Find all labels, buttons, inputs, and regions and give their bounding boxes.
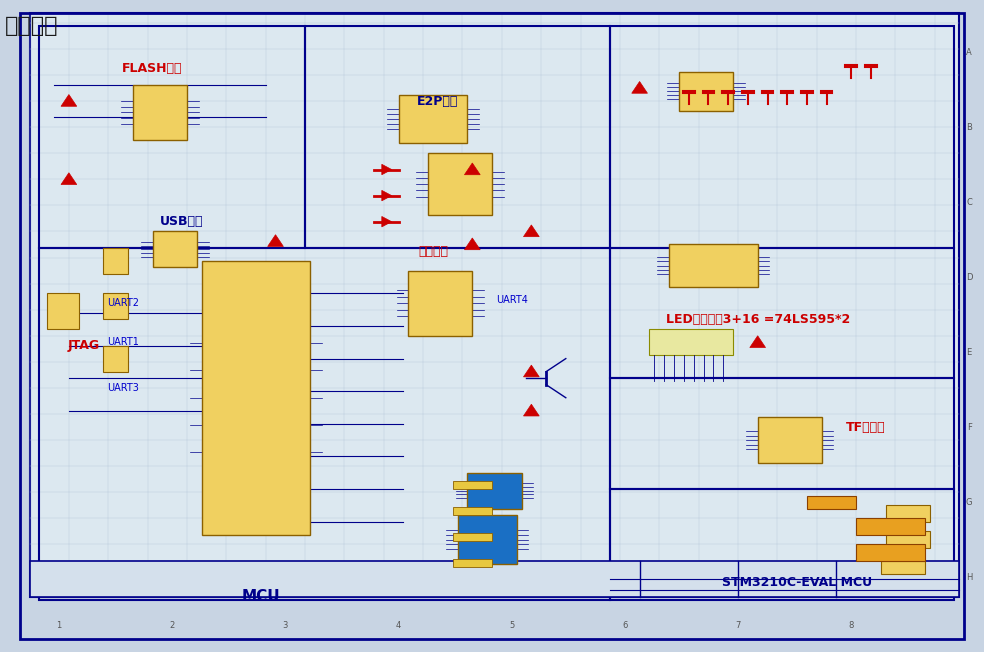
Text: UART1: UART1	[107, 337, 139, 348]
Polygon shape	[382, 164, 392, 175]
Bar	[807, 496, 856, 509]
Bar	[305, 26, 610, 248]
Text: UART3: UART3	[107, 383, 139, 393]
Bar	[408, 271, 472, 336]
Bar	[428, 153, 492, 215]
Polygon shape	[632, 82, 647, 93]
Bar	[103, 248, 128, 274]
Text: LED状态指示3+16 =74LS595*2: LED状态指示3+16 =74LS595*2	[665, 313, 850, 326]
Text: UART2: UART2	[107, 298, 139, 308]
Polygon shape	[61, 95, 77, 106]
Polygon shape	[523, 225, 539, 237]
Bar	[679, 72, 733, 111]
Text: UART4: UART4	[496, 295, 527, 305]
Bar	[39, 26, 305, 248]
Bar	[47, 293, 79, 329]
Bar	[453, 507, 492, 515]
Bar	[610, 26, 954, 248]
Text: MCU: MCU	[241, 589, 280, 604]
Bar	[610, 248, 954, 378]
Text: 2: 2	[169, 621, 175, 630]
Bar	[881, 561, 925, 574]
Polygon shape	[464, 163, 480, 175]
Polygon shape	[382, 216, 392, 227]
Text: 8: 8	[848, 621, 854, 630]
Text: 5: 5	[509, 621, 515, 630]
Text: C: C	[966, 198, 972, 207]
Bar	[886, 505, 930, 522]
Bar	[453, 533, 492, 541]
Text: 小辰素材: 小辰素材	[5, 16, 58, 37]
Polygon shape	[382, 190, 392, 201]
Text: USB电路: USB电路	[160, 215, 204, 228]
Text: 4: 4	[396, 621, 401, 630]
Text: E: E	[966, 348, 972, 357]
Bar	[649, 329, 733, 355]
Bar	[856, 518, 925, 535]
Polygon shape	[750, 336, 766, 348]
Bar	[453, 559, 492, 567]
Polygon shape	[61, 173, 77, 185]
Polygon shape	[523, 365, 539, 377]
Text: 6: 6	[622, 621, 628, 630]
Text: E2P电路: E2P电路	[417, 95, 459, 108]
Text: G: G	[966, 497, 972, 507]
Polygon shape	[464, 238, 480, 250]
Text: 3: 3	[282, 621, 288, 630]
Bar	[133, 85, 187, 140]
Bar	[758, 417, 822, 463]
Bar	[30, 561, 959, 597]
Bar	[886, 531, 930, 548]
Bar	[399, 95, 467, 143]
Bar	[458, 515, 517, 564]
Text: F: F	[967, 422, 971, 432]
Bar	[153, 231, 197, 267]
Bar	[610, 378, 954, 489]
Polygon shape	[523, 404, 539, 416]
Text: 7: 7	[735, 621, 741, 630]
Bar	[669, 244, 758, 287]
Bar	[103, 293, 128, 319]
Text: A: A	[966, 48, 972, 57]
Text: 时钟芯片: 时钟芯片	[418, 244, 448, 258]
Text: STM3210C-EVAL MCU: STM3210C-EVAL MCU	[722, 576, 872, 589]
Bar	[30, 13, 959, 597]
Text: D: D	[966, 273, 972, 282]
Bar	[467, 473, 522, 509]
Text: JTAG: JTAG	[68, 339, 99, 352]
Text: B: B	[966, 123, 972, 132]
Bar	[610, 489, 954, 600]
Text: TF卡电路: TF卡电路	[846, 421, 886, 434]
Bar	[202, 261, 310, 535]
Bar	[453, 481, 492, 489]
Text: 1: 1	[56, 621, 62, 630]
Polygon shape	[268, 235, 283, 246]
Text: FLASH电路: FLASH电路	[122, 62, 183, 75]
Text: H: H	[966, 572, 972, 582]
Bar	[856, 544, 925, 561]
Bar	[39, 248, 610, 600]
Bar	[103, 346, 128, 372]
